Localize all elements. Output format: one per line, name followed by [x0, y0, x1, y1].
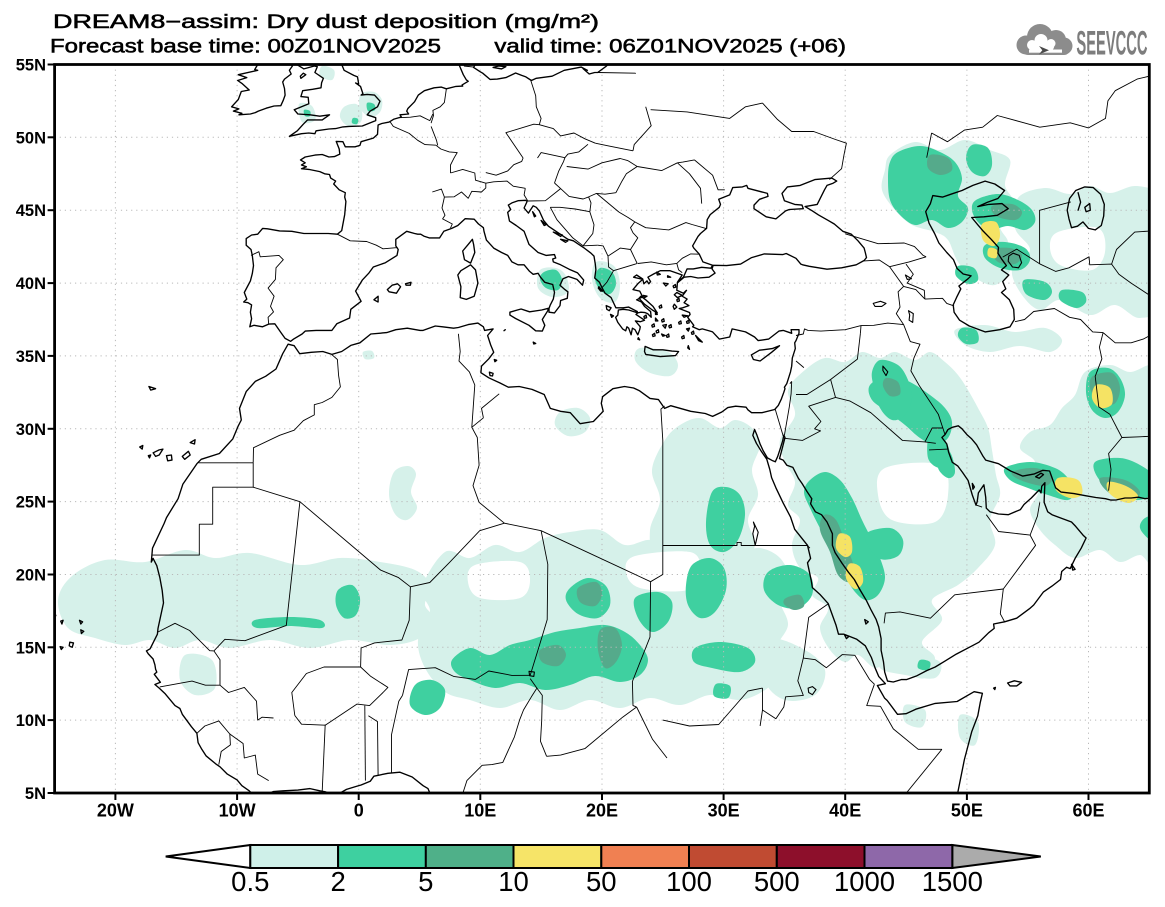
svg-text:5N: 5N	[25, 785, 46, 803]
svg-text:500: 500	[754, 866, 800, 897]
svg-text:25N: 25N	[16, 494, 46, 512]
svg-text:5: 5	[418, 866, 433, 897]
svg-text:10: 10	[498, 866, 529, 897]
svg-text:100: 100	[666, 866, 712, 897]
svg-text:55N: 55N	[16, 57, 46, 75]
svg-text:40E: 40E	[829, 801, 861, 821]
svg-text:50E: 50E	[951, 801, 983, 821]
svg-text:1000: 1000	[834, 866, 895, 897]
svg-text:10N: 10N	[16, 712, 46, 730]
svg-text:50: 50	[586, 866, 617, 897]
svg-text:2: 2	[330, 866, 345, 897]
svg-text:0.5: 0.5	[231, 866, 269, 897]
svg-text:20N: 20N	[16, 567, 46, 585]
svg-text:DREAM8−assim: Dry dust deposit: DREAM8−assim: Dry dust deposition (mg/m²…	[53, 11, 599, 33]
svg-text:30E: 30E	[708, 801, 740, 821]
svg-text:45N: 45N	[16, 202, 46, 220]
svg-text:30N: 30N	[16, 421, 46, 439]
svg-text:0: 0	[354, 801, 364, 821]
svg-text:50N: 50N	[16, 129, 46, 147]
svg-text:40N: 40N	[16, 275, 46, 293]
svg-text:Forecast base time: 00Z01NOV20: Forecast base time: 00Z01NOV2025 valid t…	[50, 36, 846, 58]
svg-text:60E: 60E	[1072, 801, 1104, 821]
svg-text:1500: 1500	[922, 866, 983, 897]
svg-text:10E: 10E	[464, 801, 496, 821]
svg-text:20W: 20W	[97, 801, 134, 821]
svg-text:10W: 10W	[219, 801, 256, 821]
svg-text:15N: 15N	[16, 639, 46, 657]
svg-text:35N: 35N	[16, 348, 46, 366]
svg-text:SEEVCCC: SEEVCCC	[1076, 24, 1147, 63]
svg-text:20E: 20E	[586, 801, 618, 821]
